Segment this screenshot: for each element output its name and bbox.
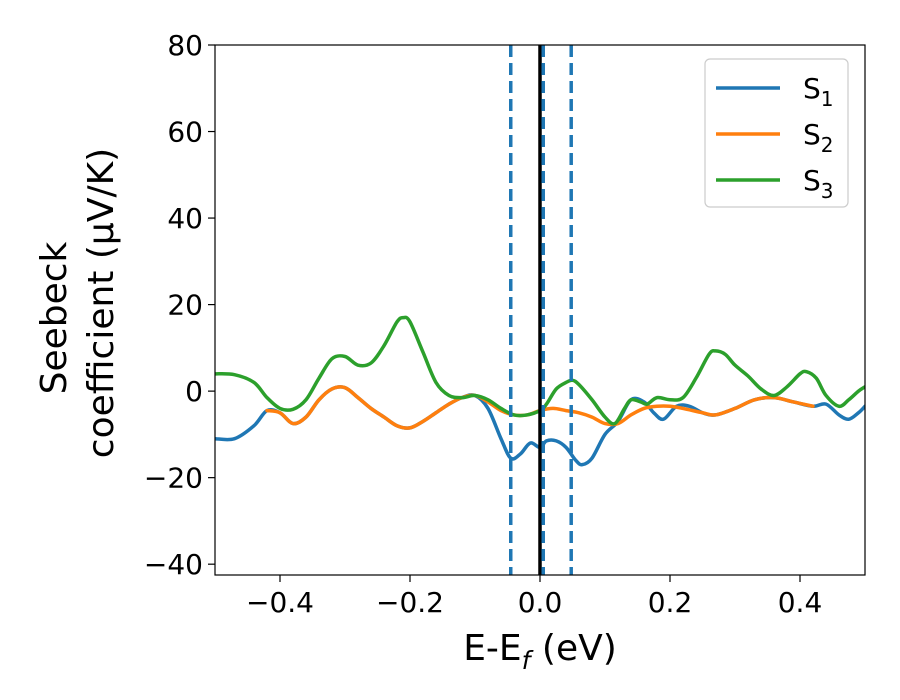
x-tick-label: −0.2 [376,586,444,619]
x-axis-ticks: −0.4 −0.2 0.0 0.2 0.4 [246,575,822,619]
vertical-lines-layer [509,45,573,575]
y-tick-label: 40 [167,202,203,235]
y-axis-ticks: −40 −20 0 20 40 60 80 [144,29,215,581]
y-tick-label: −40 [144,548,203,581]
x-tick-label: −0.4 [246,586,314,619]
y-tick-label: −20 [144,462,203,495]
legend-label-s2: S2 [803,118,834,157]
x-tick-label: 0.0 [518,586,563,619]
legend-label-s1: S1 [803,72,834,111]
y-tick-label: 80 [167,29,203,62]
y-tick-label: 20 [167,289,203,322]
x-tick-label: 0.4 [778,586,823,619]
legend: S1 S2 S3 [704,58,849,208]
legend-label-s3: S3 [803,164,834,203]
y-tick-label: 0 [185,375,203,408]
x-axis-title: E-Ef (eV) [463,628,617,675]
y-axis-title-line2: coefficient (μV/K) [81,148,122,458]
y-tick-label: 60 [167,116,203,149]
y-axis-title-line1: Seebeck [34,241,75,394]
x-tick-label: 0.2 [648,586,693,619]
